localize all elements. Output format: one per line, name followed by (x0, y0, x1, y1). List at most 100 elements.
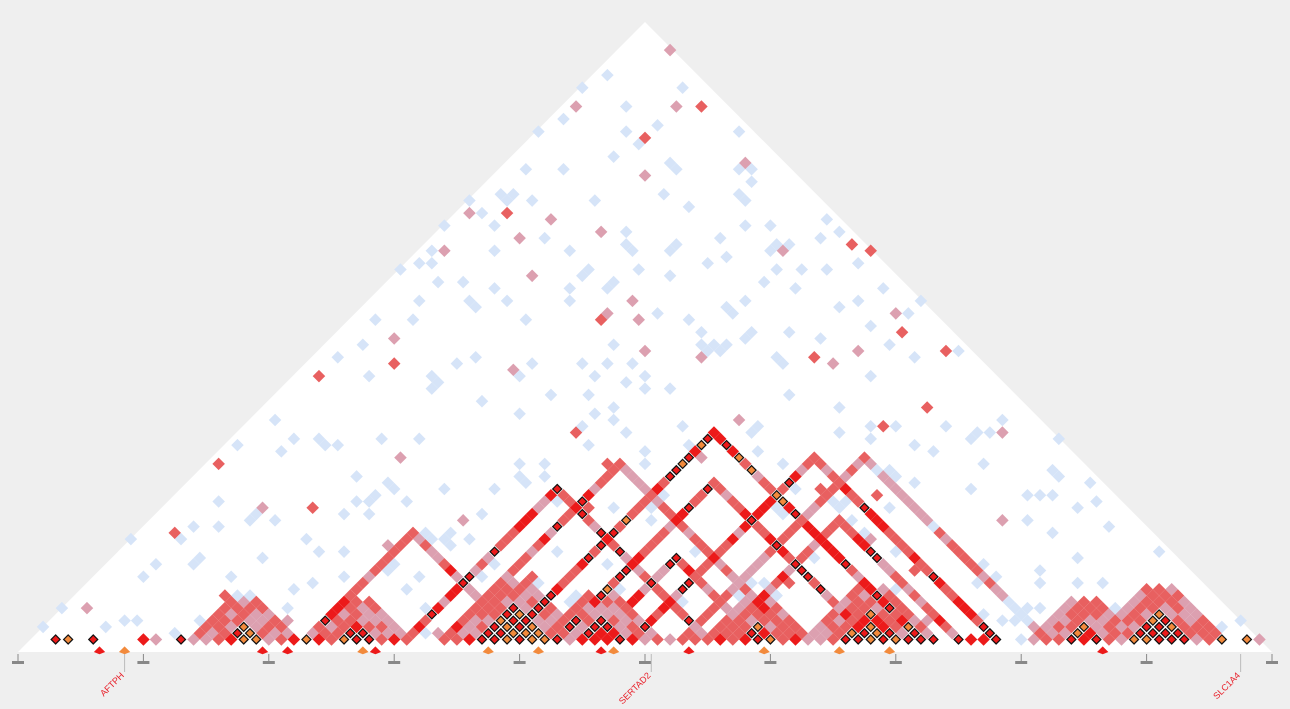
ld-cell (927, 445, 940, 458)
ld-cell (682, 526, 696, 540)
ld-cell (281, 646, 294, 655)
ld-cell (776, 507, 790, 521)
ld-cell (438, 244, 451, 257)
ld-cell (212, 608, 225, 621)
ld-cell (851, 256, 865, 270)
ld-cell (820, 539, 834, 552)
ld-cell (306, 626, 319, 640)
ld-cell (338, 634, 350, 645)
ld-cell (187, 633, 200, 646)
ld-cell (720, 250, 733, 264)
ld-cell (406, 526, 420, 540)
ld-cell (513, 557, 526, 571)
ld-cell (588, 545, 602, 558)
ld-cell (1153, 634, 1165, 645)
ld-cell (864, 244, 877, 257)
ld-cell (463, 633, 476, 646)
ld-cell (745, 564, 758, 577)
ld-cell (464, 571, 475, 583)
ld-cell (745, 601, 758, 615)
ld-cell (507, 615, 519, 627)
ld-cell (350, 595, 363, 609)
gene-label[interactable]: SERTAD2 (617, 670, 653, 706)
ld-cell (702, 483, 714, 495)
ld-cell (569, 501, 583, 515)
ld-cell (745, 614, 758, 627)
ld-cell (1046, 488, 1059, 502)
ld-cell (601, 282, 614, 295)
ld-cell (602, 621, 613, 633)
ld-cell (851, 344, 865, 358)
gene-label[interactable]: AFTPH (98, 670, 126, 698)
ld-cell (570, 615, 582, 627)
ld-cell (1033, 564, 1047, 577)
ld-cell (532, 125, 545, 138)
ld-cell (908, 551, 921, 565)
ld-cell (1147, 615, 1159, 627)
ld-cell (494, 188, 508, 201)
ld-cell (526, 634, 538, 645)
ld-cell (939, 420, 953, 433)
ld-cell (287, 633, 301, 646)
ld-cell (337, 507, 351, 521)
ld-cell (833, 300, 846, 314)
ld-cell (852, 634, 864, 645)
ld-cell (312, 369, 326, 383)
ld-cell (337, 595, 351, 609)
ld-cell (520, 615, 532, 627)
ld-cell (790, 558, 801, 570)
ld-cell (488, 282, 501, 295)
ld-cell (1021, 614, 1034, 627)
ld-cell (212, 520, 225, 533)
ld-cell (550, 583, 564, 596)
ld-cell (595, 615, 607, 627)
ld-cell (758, 646, 770, 655)
ld-cell (895, 576, 909, 590)
ld-cell (500, 194, 514, 207)
ld-cell (1002, 595, 1015, 609)
ld-cell (425, 545, 439, 558)
ld-cell (607, 589, 620, 602)
ld-cell (550, 495, 564, 508)
ld-cell (238, 621, 250, 633)
ld-cell (168, 626, 182, 640)
ld-cell (952, 344, 965, 358)
ld-cell (626, 357, 639, 370)
ld-cell (1253, 633, 1266, 646)
ld-cell (544, 614, 558, 627)
ld-cell (231, 614, 244, 627)
ld-cell (764, 608, 777, 621)
ld-cell (846, 627, 858, 639)
ld-cell (902, 545, 915, 558)
ld-cell (601, 457, 614, 471)
ld-cell (538, 495, 551, 508)
ld-cell (845, 514, 859, 527)
ld-cell (281, 614, 294, 627)
ld-cell (920, 514, 934, 527)
ld-cell (939, 532, 953, 546)
ld-cell (771, 489, 783, 501)
ld-cell (595, 540, 607, 551)
ld-cell (607, 338, 620, 352)
ld-cell (839, 608, 852, 621)
ld-cell (614, 546, 626, 558)
ld-cell (632, 263, 645, 276)
ld-cell (1052, 432, 1066, 446)
ld-cell (1160, 615, 1171, 627)
ld-cell (870, 514, 884, 527)
ld-cell (576, 508, 588, 520)
ld-cell (583, 627, 594, 639)
gene-label[interactable]: SLC1A4 (1211, 670, 1242, 701)
ld-cell (387, 482, 401, 496)
ld-cell (1160, 627, 1171, 639)
ld-cell (243, 589, 257, 602)
ld-cell (871, 590, 883, 601)
ld-cell (701, 545, 714, 558)
ld-cell (726, 307, 740, 320)
ld-cell (569, 426, 583, 439)
ld-cell (801, 457, 815, 471)
ld-cell (287, 583, 301, 596)
ld-cell (977, 608, 990, 621)
ld-cell (306, 576, 319, 590)
ld-cell (387, 557, 401, 571)
